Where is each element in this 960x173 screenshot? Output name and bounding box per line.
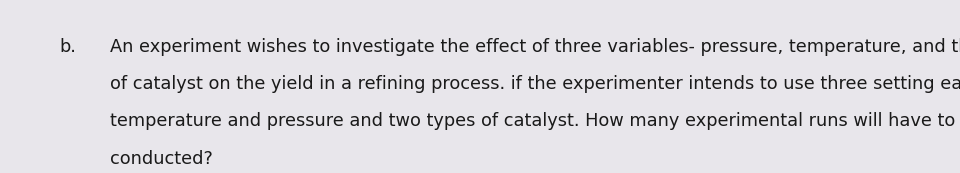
Text: conducted?: conducted? — [110, 150, 213, 168]
Text: An experiment wishes to investigate the effect of three variables- pressure, tem: An experiment wishes to investigate the … — [110, 38, 960, 56]
Text: temperature and pressure and two types of catalyst. How many experimental runs w: temperature and pressure and two types o… — [110, 112, 960, 130]
Text: b.: b. — [60, 38, 77, 56]
Text: of catalyst on the yield in a refining process. if the experimenter intends to u: of catalyst on the yield in a refining p… — [110, 75, 960, 93]
